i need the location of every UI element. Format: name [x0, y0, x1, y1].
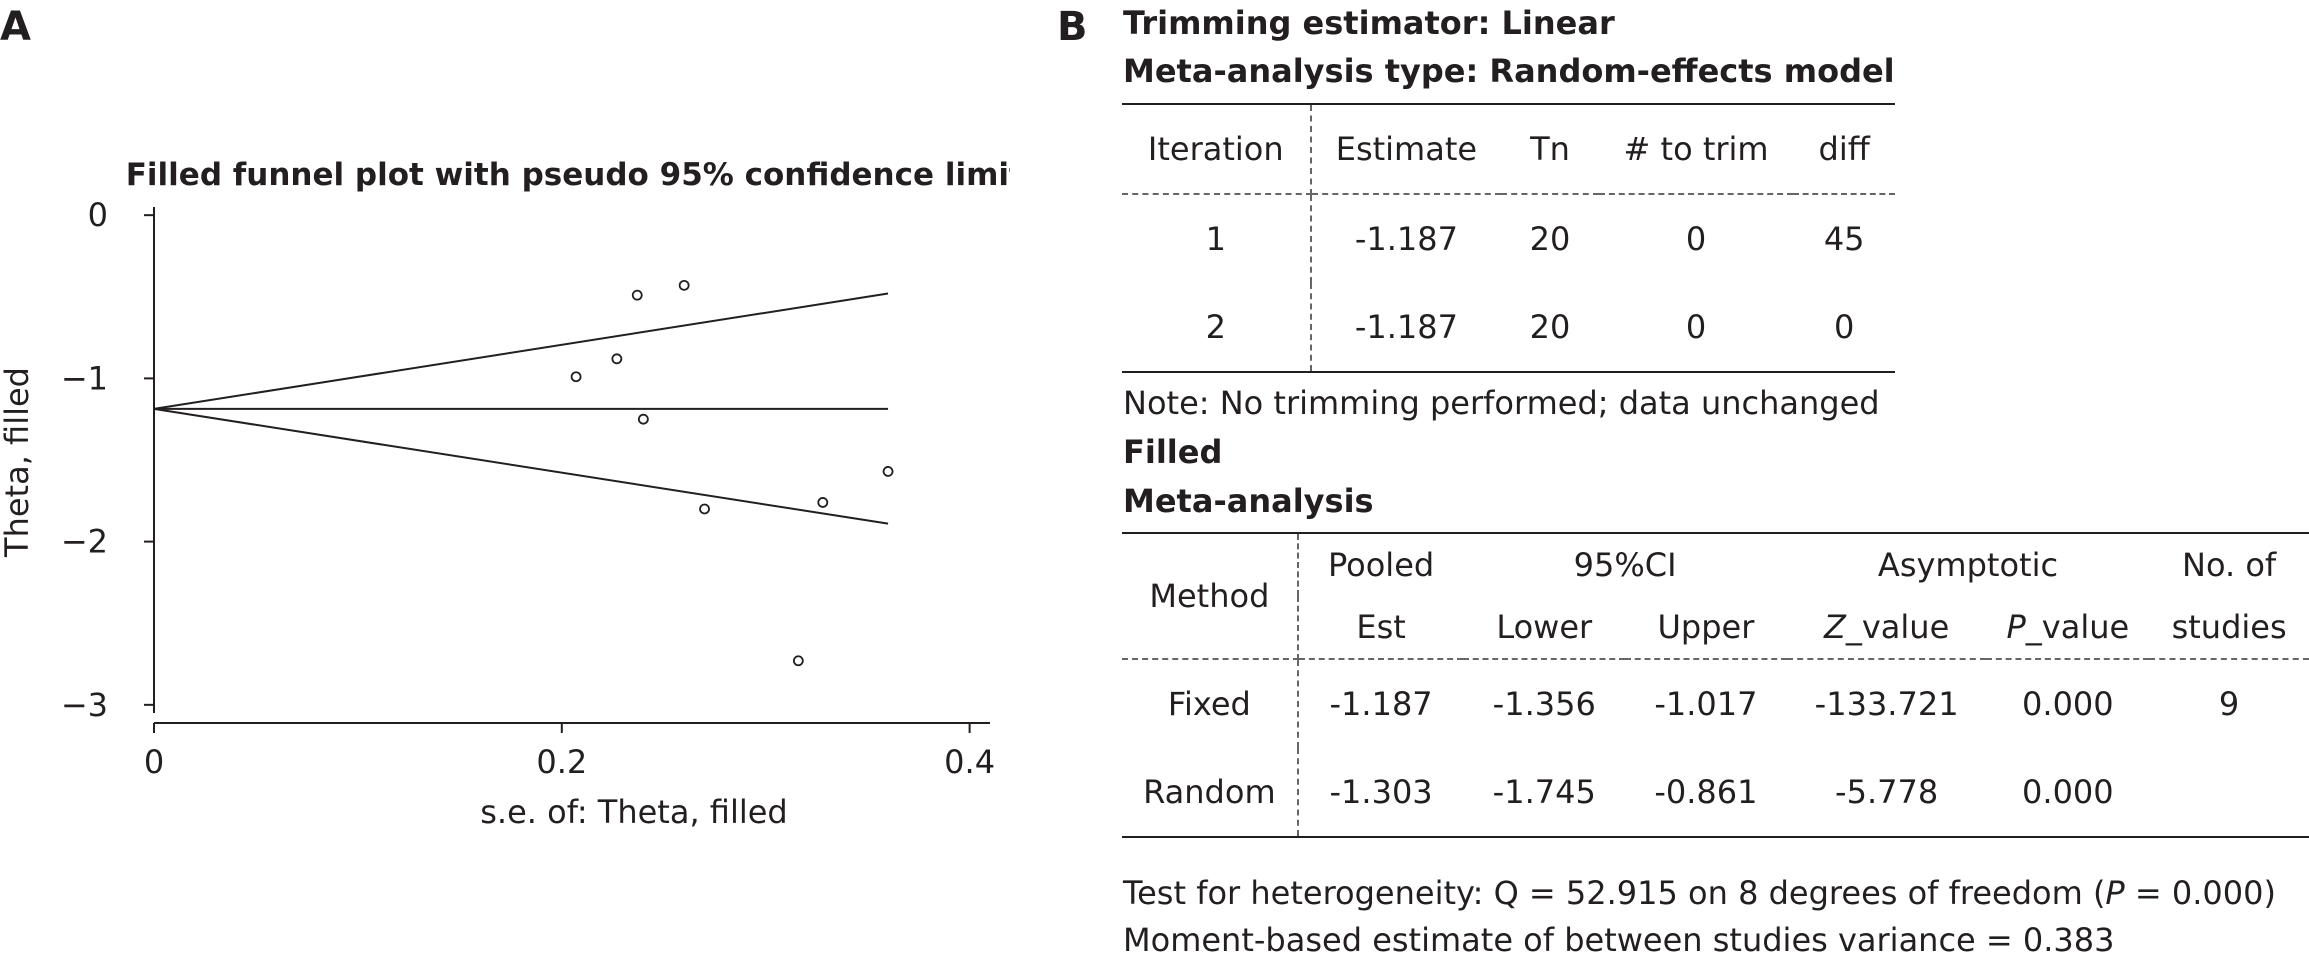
p-suffix: _value: [2025, 608, 2130, 646]
header-est: Est: [1297, 596, 1464, 660]
header-z-value: Z_value: [1786, 596, 1987, 660]
study-point: [637, 413, 649, 425]
heterogeneity-p-italic: P: [2105, 874, 2125, 912]
x-tick-label: 0: [144, 743, 164, 781]
heterogeneity-prefix: Test for heterogeneity: Q = 52.915 on 8 …: [1123, 874, 2106, 912]
cell-lower: -1.356: [1492, 685, 1596, 723]
y-tick-label: −3: [61, 686, 108, 724]
cell-iteration: 1: [1122, 194, 1312, 283]
cell-p-value: 0.000: [2022, 773, 2114, 811]
lower-confidence-limit: [153, 407, 889, 525]
cell-pooled-est: -1.303: [1329, 773, 1433, 811]
cell-estimate: -1.187: [1354, 220, 1458, 258]
header-studies: studies: [2149, 596, 2309, 660]
header-asymptotic: Asymptotic: [1877, 546, 2059, 584]
study-point: [699, 503, 710, 515]
cell-method: Random: [1122, 748, 1299, 837]
x-ticks: 0 0.2 0.4: [144, 723, 995, 781]
header-tn: Tn: [1501, 104, 1599, 195]
cell-z-value: -5.778: [1835, 773, 1939, 811]
panel-b-label: B: [1057, 4, 1088, 50]
heterogeneity-test: Test for heterogeneity: Q = 52.915 on 8 …: [1123, 874, 2276, 912]
iteration-table: Iteration Estimate Tn # to trim diff 1 -…: [1122, 103, 1895, 373]
y-tick-label: 0: [88, 196, 108, 234]
study-point: [611, 353, 623, 365]
header-95ci: 95%CI: [1573, 546, 1677, 584]
table-row: Random -1.303 -1.745 -0.861 -5.778 0.000: [1122, 748, 2309, 837]
meta-table-header-2: Est Lower Upper Z_value P_value studies: [1122, 596, 2309, 660]
chart-title: Filled funnel plot with pseudo 95% confi…: [126, 157, 1010, 193]
cell-lower: -1.745: [1492, 773, 1596, 811]
meta-analysis-title: Meta-analysis: [1123, 482, 1374, 520]
confidence-limit-lines: [153, 292, 889, 525]
cell-estimate: -1.187: [1354, 308, 1458, 346]
funnel-plot: Filled funnel plot with pseudo 95% confi…: [0, 157, 1010, 831]
x-tick-label: 0.4: [944, 743, 995, 781]
cell-studies: [2149, 748, 2309, 837]
p-italic: P: [2006, 608, 2026, 646]
heterogeneity-suffix: = 0.000): [2124, 874, 2276, 912]
meta-analysis-type-title: Meta-analysis type: Random-effects model: [1123, 52, 1895, 90]
cell-method: Fixed: [1122, 659, 1299, 748]
iteration-table-header: Iteration Estimate Tn # to trim diff: [1122, 104, 1895, 195]
x-tick-label: 0.2: [536, 743, 587, 781]
table-row: 1 -1.187 20 0 45: [1122, 194, 1895, 283]
header-iteration: Iteration: [1122, 104, 1312, 195]
cell-pooled-est: -1.187: [1329, 685, 1433, 723]
cell-iteration: 2: [1122, 283, 1312, 372]
study-point: [631, 289, 643, 301]
y-ticks: 0 −1 −2 −3: [61, 196, 154, 724]
study-point: [792, 655, 804, 667]
x-axis-label: s.e. of: Theta, filled: [480, 793, 787, 831]
z-suffix: _value: [1845, 608, 1950, 646]
study-point: [570, 371, 582, 383]
cell-studies: 9: [2218, 685, 2240, 723]
study-point: [678, 279, 690, 291]
header-estimate: Estimate: [1310, 104, 1502, 195]
y-tick-label: −2: [61, 523, 108, 561]
cell-to-trim: 0: [1685, 308, 1707, 346]
trimming-estimator-title: Trimming estimator: Linear: [1123, 4, 1615, 42]
moment-estimate: Moment-based estimate of between studies…: [1123, 921, 2115, 959]
header-diff: diff: [1793, 104, 1895, 195]
table-row: Fixed -1.187 -1.356 -1.017 -133.721 0.00…: [1122, 659, 2309, 748]
trimming-note: Note: No trimming performed; data unchan…: [1123, 384, 1880, 422]
table-row: 2 -1.187 20 0 0: [1122, 283, 1895, 372]
header-pooled: Pooled: [1327, 546, 1435, 584]
cell-upper: -1.017: [1654, 685, 1758, 723]
cell-tn: 20: [1529, 220, 1571, 258]
y-tick-label: −1: [61, 359, 108, 397]
cell-upper: -0.861: [1654, 773, 1758, 811]
cell-diff: 45: [1823, 220, 1865, 258]
header-to-trim: # to trim: [1598, 104, 1794, 195]
cell-diff: 0: [1834, 308, 1855, 346]
z-italic: Z: [1823, 608, 1846, 646]
cell-to-trim: 0: [1685, 220, 1707, 258]
cell-p-value: 0.000: [2022, 685, 2114, 723]
panel-a-label: A: [0, 4, 31, 50]
header-p-value: P_value: [1986, 596, 2150, 660]
filled-title: Filled: [1123, 433, 1223, 471]
header-method: Method: [1122, 533, 1299, 660]
meta-analysis-table: Method Pooled 95%CI Asymptotic No. of Es…: [1122, 532, 2309, 838]
y-axis-label: Theta, filled: [0, 367, 36, 558]
cell-tn: 20: [1529, 308, 1571, 346]
header-no-of: No. of: [2182, 546, 2277, 584]
study-point: [882, 466, 894, 477]
meta-table-header-1: Method Pooled 95%CI Asymptotic No. of: [1122, 533, 2309, 660]
study-point: [817, 497, 829, 508]
header-lower: Lower: [1463, 596, 1626, 660]
cell-z-value: -133.721: [1814, 685, 1959, 723]
study-points: [570, 279, 894, 667]
upper-confidence-limit: [153, 292, 889, 410]
header-upper: Upper: [1625, 596, 1787, 660]
